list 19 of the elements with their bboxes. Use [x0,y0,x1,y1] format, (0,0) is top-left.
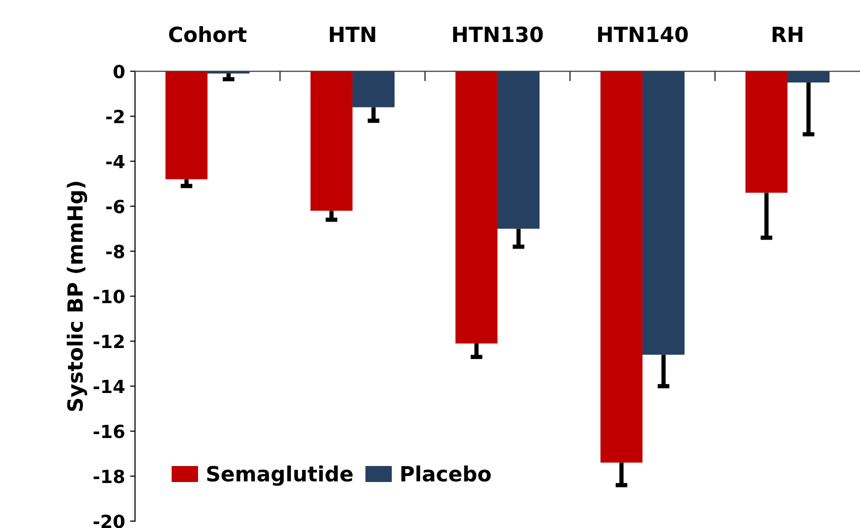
x-tick-label: HTN [330,26,376,42]
y-tick-label: -14 [94,380,124,394]
y-tick-label: -2 [106,110,124,124]
y-tick-label: -4 [106,154,124,168]
y-axis-title: Systolic BP (mmHg) [66,182,88,411]
x-tick-label: Cohort [169,26,247,42]
y-tick-label: -10 [94,290,124,304]
y-tick-label: -16 [94,424,124,438]
y-tick-label: -6 [106,200,124,214]
y-tick-label: 0 [114,64,124,78]
legend-label: Semaglutide [207,465,353,486]
y-tick-label: -12 [94,334,124,348]
legend-label: Placebo [401,465,491,482]
y-tick-label: -8 [106,244,124,258]
y-tick-label: -20 [94,514,124,528]
x-tick-label: HTN140 [598,26,688,42]
x-tick-label: HTN130 [453,26,543,42]
x-tick-label: RH [772,26,802,42]
y-tick-label: -18 [94,470,124,484]
